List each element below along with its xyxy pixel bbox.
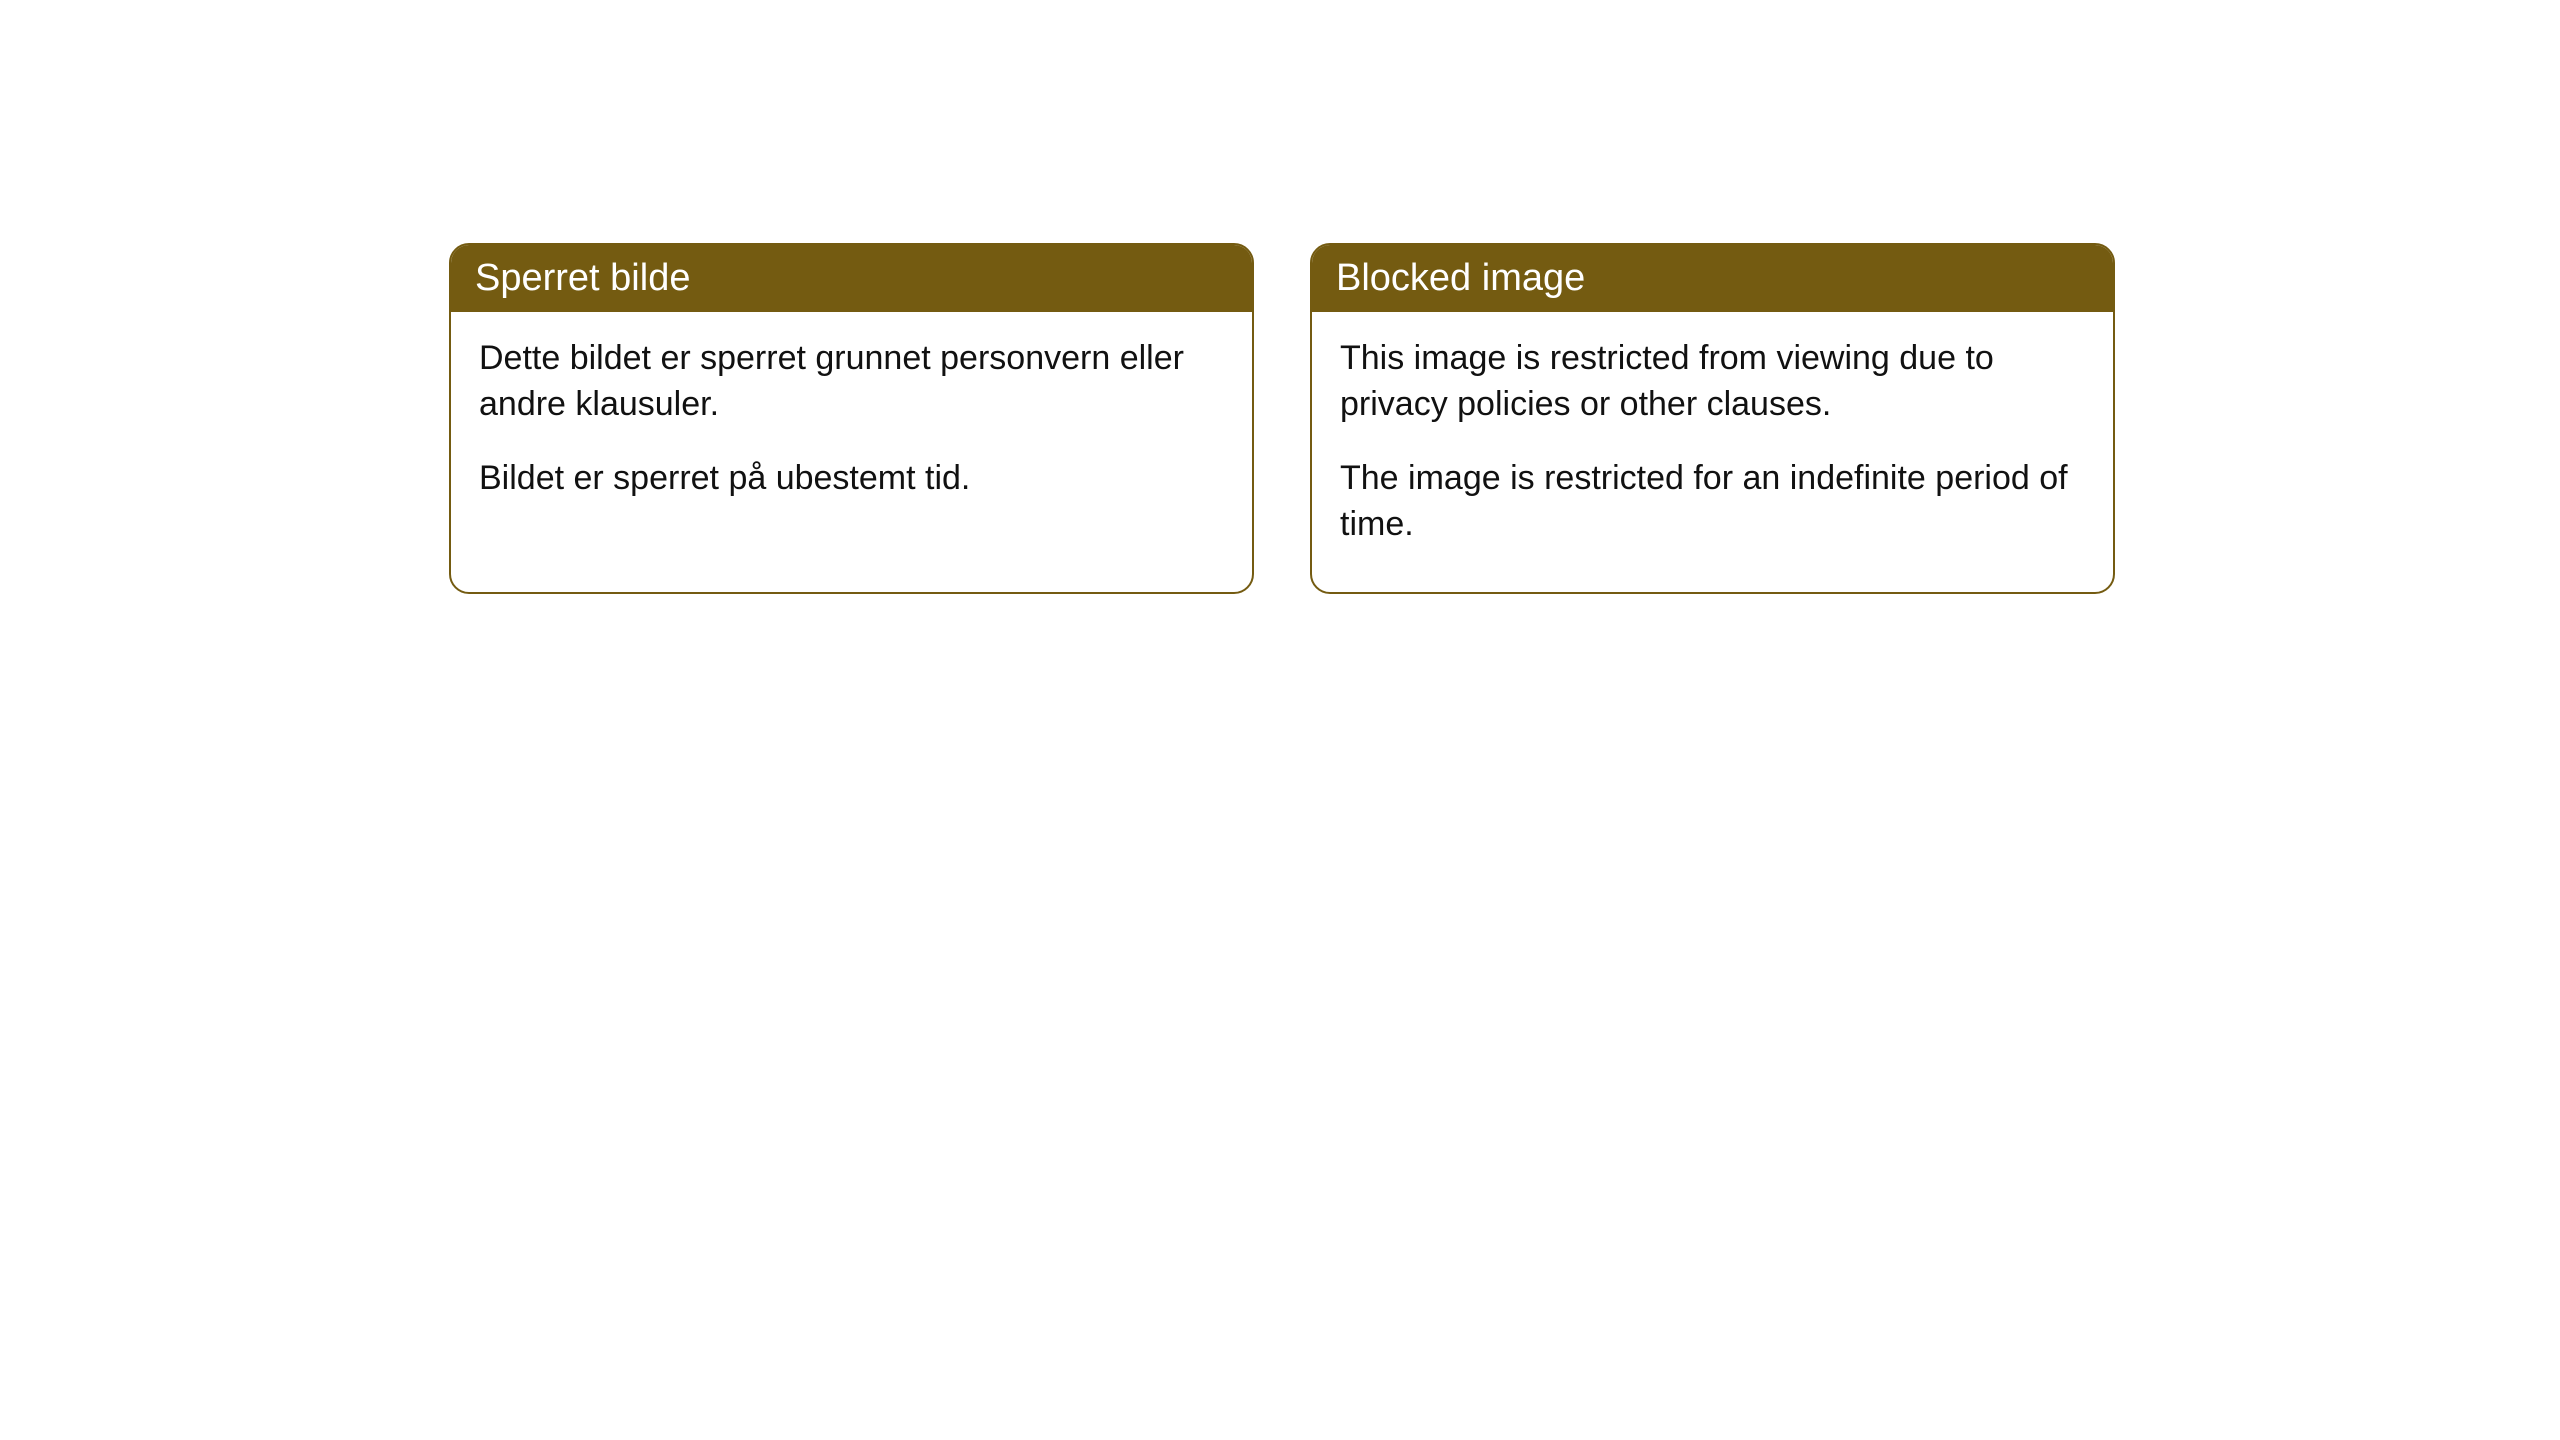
card-paragraph: The image is restricted for an indefinit… [1340,456,2085,548]
card-paragraph: This image is restricted from viewing du… [1340,336,2085,428]
card-title: Blocked image [1336,257,1585,299]
notice-cards-container: Sperret bilde Dette bildet er sperret gr… [449,243,2115,594]
card-header: Sperret bilde [451,245,1252,312]
card-title: Sperret bilde [475,257,690,299]
card-paragraph: Dette bildet er sperret grunnet personve… [479,336,1224,428]
card-body: Dette bildet er sperret grunnet personve… [451,312,1252,546]
notice-card-english: Blocked image This image is restricted f… [1310,243,2115,594]
notice-card-norwegian: Sperret bilde Dette bildet er sperret gr… [449,243,1254,594]
card-header: Blocked image [1312,245,2113,312]
card-paragraph: Bildet er sperret på ubestemt tid. [479,456,1224,502]
card-body: This image is restricted from viewing du… [1312,312,2113,592]
